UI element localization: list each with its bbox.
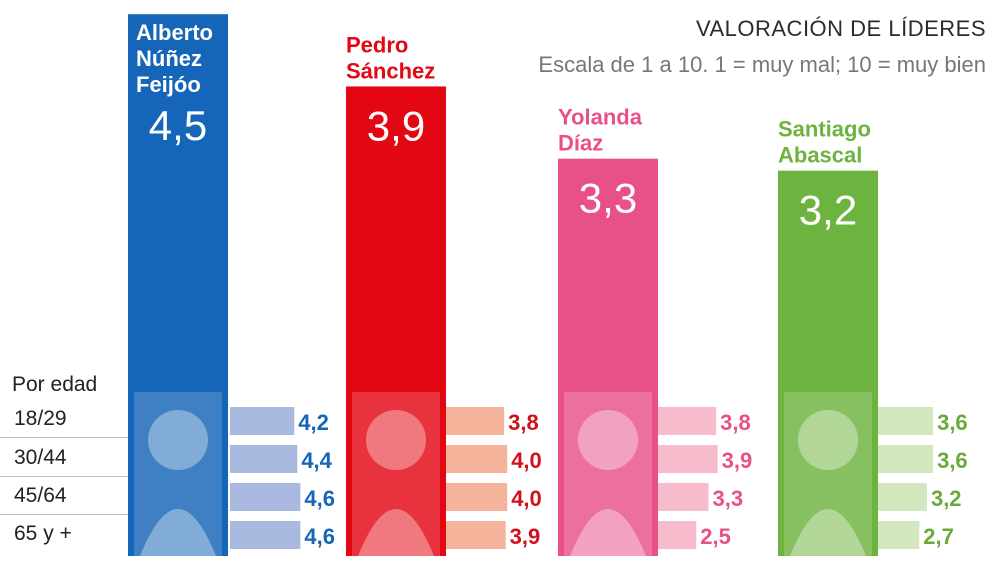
age-sub-bar — [658, 445, 718, 473]
age-sub-bar — [658, 521, 697, 549]
age-value-label: 4,2 — [298, 410, 329, 435]
age-sub-bar — [230, 445, 298, 473]
main-bar — [778, 170, 878, 556]
age-sub-bar — [230, 483, 301, 511]
age-sub-bar — [878, 445, 934, 473]
main-bar — [128, 14, 228, 556]
age-value-label: 4,6 — [304, 486, 335, 511]
age-label-18-29: 18/29 — [14, 407, 67, 430]
age-sub-bar — [658, 407, 717, 435]
main-value-label: 3,3 — [579, 175, 637, 222]
age-sub-bar — [878, 483, 927, 511]
age-value-label: 2,5 — [700, 524, 731, 549]
age-row-divider — [0, 437, 130, 438]
age-value-label: 2,7 — [923, 524, 954, 549]
age-value-label: 3,6 — [937, 410, 968, 435]
age-value-label: 3,3 — [712, 486, 743, 511]
portrait-body — [790, 509, 866, 556]
leader-name-line: Núñez — [136, 46, 202, 71]
main-bar — [346, 86, 446, 556]
portrait-head — [578, 410, 638, 470]
leader-name-line: Pedro — [346, 32, 408, 57]
age-sub-bar — [878, 407, 934, 435]
leader-name-line: Alberto — [136, 20, 213, 45]
chart-title: VALORACIÓN DE LÍDERES — [695, 16, 986, 41]
age-row-divider — [0, 476, 130, 477]
main-value-label: 3,9 — [367, 102, 425, 149]
age-value-label: 4,0 — [511, 448, 542, 473]
leader-name-line: Díaz — [558, 131, 603, 156]
age-value-label: 3,8 — [720, 410, 751, 435]
leader-portrait — [784, 392, 872, 556]
age-label-30-44: 30/44 — [14, 446, 67, 469]
portrait-body — [358, 509, 434, 556]
age-header: Por edad — [12, 373, 98, 396]
leader-name-line: Santiago — [778, 117, 871, 142]
age-value-label: 3,9 — [722, 448, 753, 473]
leader-portrait — [564, 392, 652, 556]
main-value-label: 4,5 — [149, 102, 207, 149]
age-sub-bar — [230, 521, 301, 549]
age-value-label: 3,8 — [508, 410, 539, 435]
portrait-body — [570, 509, 646, 556]
leader-portrait — [134, 392, 222, 556]
main-value-label: 3,2 — [799, 187, 857, 234]
age-sub-bar — [446, 521, 506, 549]
portrait-body — [140, 509, 216, 556]
age-value-label: 3,6 — [937, 448, 968, 473]
age-value-label: 4,4 — [301, 448, 332, 473]
age-value-label: 4,0 — [511, 486, 542, 511]
chart-subtitle: Escala de 1 a 10. 1 = muy mal; 10 = muy … — [538, 52, 986, 77]
leader-name-line: Yolanda — [558, 105, 643, 130]
age-value-label: 4,6 — [304, 524, 335, 549]
main-bar — [558, 158, 658, 556]
age-label-45-64: 45/64 — [14, 484, 67, 507]
age-sub-bar — [446, 407, 505, 435]
portrait-head — [798, 410, 858, 470]
age-sub-bar — [446, 445, 508, 473]
age-sub-bar — [658, 483, 709, 511]
age-row-divider — [0, 514, 130, 515]
age-value-label: 3,2 — [931, 486, 962, 511]
age-label-65-plus: 65 y + — [14, 522, 72, 545]
portrait-head — [366, 410, 426, 470]
age-sub-bar — [230, 407, 295, 435]
leader-name-line: Feijóo — [136, 72, 201, 97]
age-sub-bar — [446, 483, 508, 511]
age-sub-bar — [878, 521, 920, 549]
leader-name-line: Sánchez — [346, 58, 435, 83]
portrait-head — [148, 410, 208, 470]
leader-portrait — [352, 392, 440, 556]
age-value-label: 3,9 — [510, 524, 541, 549]
leader-name-line: Abascal — [778, 143, 862, 168]
